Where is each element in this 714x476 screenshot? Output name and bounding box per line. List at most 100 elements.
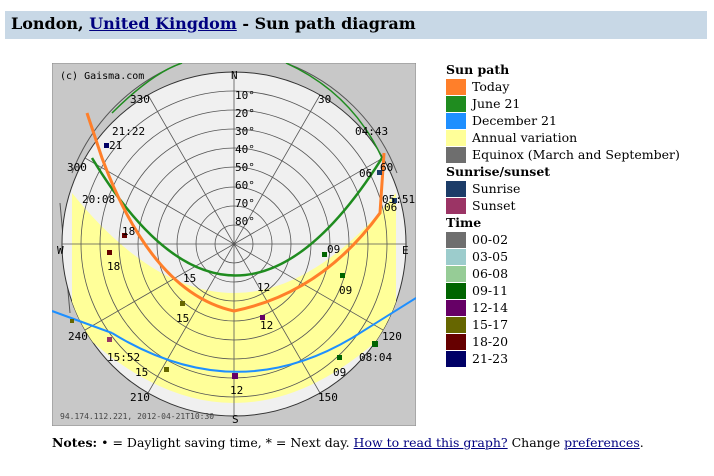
legend-sun-path-swatch <box>446 129 466 146</box>
legend-time-swatch <box>446 282 466 299</box>
today-hour-12: 12 <box>260 319 273 332</box>
notes-text2: Change <box>507 435 565 450</box>
footer-stamp: 94.174.112.221, 2012-04-21T10:30 <box>60 412 214 421</box>
legend-sunrise-label: Sunrise <box>472 181 521 196</box>
legend-sun-path-item: December 21 <box>446 112 686 129</box>
legend-time-item: 03-05 <box>446 248 686 265</box>
legend-sunrise-item: Sunrise <box>446 180 686 197</box>
legend-time-label: 18-20 <box>472 334 509 349</box>
legend-sunrise-swatch <box>446 180 466 197</box>
december-sunrise-time: 08:04 <box>359 351 392 364</box>
elevation-label-70: 70° <box>235 197 255 210</box>
june-hour-21: 21 <box>109 139 122 152</box>
december-hour-12: 12 <box>230 384 243 397</box>
legend-time-item: 21-23 <box>446 350 686 367</box>
elevation-label-50: 50° <box>235 161 255 174</box>
today-sunrise-time: 05:51 <box>382 193 415 206</box>
title-suffix: - Sun path diagram <box>236 14 416 33</box>
legend-sunrise-list: Sunrise Sunset <box>446 180 686 214</box>
legend-time-item: 06-08 <box>446 265 686 282</box>
legend-time-label: 21-23 <box>472 351 509 366</box>
legend-time-label: 15-17 <box>472 317 509 332</box>
preferences-link[interactable]: preferences <box>564 435 640 450</box>
legend-heading-sun-path: Sun path <box>446 62 510 77</box>
legend-sun-path-swatch <box>446 95 466 112</box>
december-path <box>111 297 416 373</box>
legend-time-item: 15-17 <box>446 316 686 333</box>
june-sunset-time: 21:22 <box>112 125 145 138</box>
legend-sunrise-item: Sunset <box>446 197 686 214</box>
notes-label: Notes: <box>52 435 98 450</box>
direction-e: E <box>402 244 409 257</box>
legend-time-swatch <box>446 316 466 333</box>
june-path <box>90 157 384 277</box>
legend-time-swatch <box>446 248 466 265</box>
elevation-label-40: 40° <box>235 143 255 156</box>
legend-time-list: 00-02 03-05 06-08 09-11 12-14 15-17 18-20 21-23 <box>446 231 686 367</box>
june-hour-09: 09 <box>327 243 340 256</box>
azimuth-label-60: 60 <box>380 161 393 174</box>
today-hour-06: 06 <box>384 201 397 214</box>
june-outer-arc-w <box>111 63 183 114</box>
legend-sun-path-list: Today June 21 December 21 Annual variation E… <box>446 78 686 163</box>
elevation-label-20: 20° <box>235 107 255 120</box>
copyright-text: (c) Gaisma.com <box>60 71 144 82</box>
legend-heading-time: Time <box>446 215 482 230</box>
legend-sun-path-label: December 21 <box>472 113 557 128</box>
june-hour-12: 12 <box>257 281 270 294</box>
azimuth-label-120: 120 <box>382 330 402 343</box>
azimuth-label-150: 150 <box>318 391 338 404</box>
legend-sun-path-label: Annual variation <box>472 130 578 145</box>
legend-time-label: 06-08 <box>472 266 509 281</box>
legend-time-label: 09-11 <box>472 283 509 298</box>
legend-heading-sunrise: Sunrise/sunset <box>446 164 551 179</box>
december-hour-15: 15 <box>135 366 148 379</box>
legend-time-item: 09-11 <box>446 282 686 299</box>
june-hour-18: 18 <box>122 225 135 238</box>
hour-markers <box>70 143 397 379</box>
today-path <box>85 112 386 313</box>
legend-sun-path-item: Today <box>446 78 686 95</box>
azimuth-label-30: 30 <box>318 93 331 106</box>
title-separator: , <box>78 14 90 33</box>
legend-time-label: 12-14 <box>472 300 509 315</box>
azimuth-label-300: 300 <box>67 161 87 174</box>
legend: Sun path Today June 21 December 21 Annual v… <box>446 61 686 367</box>
today-hour-18: 18 <box>107 260 120 273</box>
legend-time-swatch <box>446 333 466 350</box>
legend-time-item: 18-20 <box>446 333 686 350</box>
direction-s: S <box>232 413 239 426</box>
country-link[interactable]: United Kingdom <box>89 14 237 33</box>
azimuth-lines <box>62 72 406 416</box>
legend-sun-path-swatch <box>446 146 466 163</box>
today-hour-15: 15 <box>176 312 189 325</box>
direction-n: N <box>231 69 238 82</box>
legend-sun-path-swatch <box>446 112 466 129</box>
elevation-label-60: 60° <box>235 179 255 192</box>
notes-bullet: • <box>101 435 109 450</box>
legend-time-label: 00-02 <box>472 232 509 247</box>
notes: Notes: • = Daylight saving time, * = Nex… <box>52 435 644 450</box>
december-sunset-time: 15:52 <box>107 351 140 364</box>
today-hour-09: 09 <box>339 284 352 297</box>
page-title-bar: London, United Kingdom - Sun path diagra… <box>5 11 707 39</box>
december-path-west <box>52 310 113 334</box>
outer-arc-ne <box>285 63 398 174</box>
elevation-label-80: 80° <box>235 215 255 228</box>
legend-sun-path-label: Today <box>472 79 510 94</box>
legend-time-swatch <box>446 231 466 248</box>
notes-text1: = Daylight saving time, * = Next day. <box>108 435 354 450</box>
azimuth-label-210: 210 <box>130 391 150 404</box>
legend-sun-path-item: Equinox (March and September) <box>446 146 686 163</box>
elevation-label-10: 10° <box>235 89 255 102</box>
how-to-read-link[interactable]: How to read this graph? <box>353 435 508 450</box>
legend-sun-path-label: Equinox (March and September) <box>472 147 680 162</box>
azimuth-label-330: 330 <box>130 93 150 106</box>
legend-sun-path-item: Annual variation <box>446 129 686 146</box>
city-name: London <box>11 14 79 33</box>
legend-time-swatch <box>446 299 466 316</box>
elevation-label-30: 30° <box>235 125 255 138</box>
june-sunrise-time: 04:43 <box>355 125 388 138</box>
june-hour-15: 15 <box>183 272 196 285</box>
notes-end: . <box>639 435 644 450</box>
